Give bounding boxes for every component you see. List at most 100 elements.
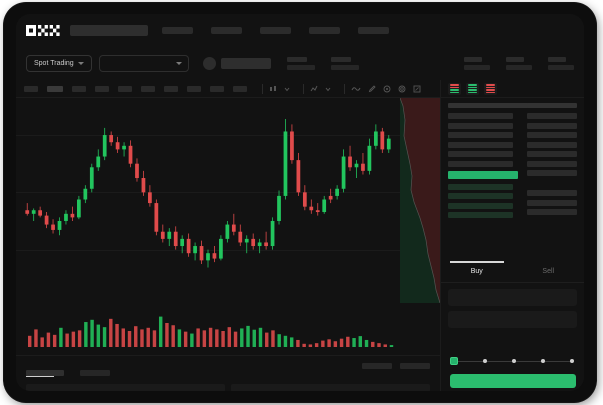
coin-avatar [202, 57, 216, 70]
nav-item-3[interactable] [260, 27, 291, 34]
pair-select-dropdown[interactable] [98, 55, 189, 72]
ticker-bar: Spot Trading [16, 47, 584, 80]
amount-field[interactable] [448, 311, 577, 328]
candlestick-series [25, 118, 391, 268]
ticker-stat-3 [464, 57, 490, 70]
app-screen: Spot Trading [16, 14, 584, 391]
orderbook-both-icon[interactable] [448, 82, 461, 95]
orderbook-bid-row[interactable] [448, 202, 513, 209]
ticker-stats-right [448, 57, 574, 70]
toolbar-divider [262, 83, 263, 94]
amount-slider[interactable] [450, 357, 576, 367]
draw-pencil-icon[interactable] [368, 84, 376, 93]
orderbook-right-row [527, 199, 577, 206]
chart-toolbar [16, 80, 440, 98]
orderbook-right-row [527, 113, 577, 119]
bottom-tab-2[interactable] [80, 370, 111, 376]
okx-logo-icon[interactable] [26, 25, 60, 36]
line-chart-icon[interactable] [351, 85, 361, 93]
orderbook-right-row [527, 190, 577, 196]
magnet-icon[interactable] [383, 85, 391, 93]
settings-gear-icon[interactable] [398, 85, 406, 93]
candlestick-type-icon[interactable] [269, 85, 277, 93]
trading-mode-label: Spot Trading [34, 60, 74, 67]
price-field[interactable] [448, 289, 577, 306]
chart-gridline [16, 192, 440, 194]
slider-stop-25[interactable] [483, 358, 487, 363]
order-book-panel: Buy Sell [440, 80, 584, 391]
slider-handle[interactable] [450, 357, 458, 365]
chart-gridline [16, 134, 440, 136]
bottom-tab-right-1[interactable] [362, 363, 392, 369]
trading-mode-dropdown[interactable]: Spot Trading [26, 55, 92, 72]
orderbook-right-row [527, 209, 577, 215]
timeframe-button-4[interactable] [95, 85, 109, 92]
bottom-tab-1[interactable] [26, 370, 64, 376]
orderbook-last-price [448, 170, 518, 179]
orderbook-ask-row[interactable] [448, 141, 513, 148]
chevron-down-icon [175, 62, 182, 65]
orderbook-right-column [527, 103, 577, 219]
orderbook-ask-row[interactable] [448, 151, 513, 157]
orderbook-rows [441, 98, 584, 218]
timeframe-button-9[interactable] [210, 85, 224, 92]
timeframe-button-5[interactable] [118, 85, 132, 92]
timeframe-button-8[interactable] [187, 85, 201, 92]
bottom-panel-2[interactable] [231, 384, 430, 391]
slider-stop-75[interactable] [541, 358, 545, 363]
order-side-tabs: Buy Sell [441, 261, 584, 283]
orderbook-bids-icon[interactable] [466, 82, 479, 95]
slider-stop-100[interactable] [570, 358, 574, 363]
ticker-stat-1 [286, 57, 315, 70]
nav-item-4[interactable] [309, 27, 340, 34]
nav-item-5[interactable] [358, 27, 389, 34]
nav-item-2[interactable] [211, 27, 242, 34]
timeframe-button-1[interactable] [24, 85, 38, 92]
timeframe-button-2[interactable] [47, 85, 63, 92]
fullscreen-icon[interactable] [413, 85, 421, 93]
orderbook-right-row [527, 170, 577, 176]
orderbook-ask-row[interactable] [448, 122, 513, 129]
depth-overlay-chart [400, 98, 440, 303]
orderbook-right-row [527, 141, 577, 148]
chart-gridline [16, 249, 440, 251]
orderbook-mode-toggles [441, 80, 584, 98]
orderbook-right-row [527, 151, 577, 157]
ticker-stat-5 [548, 57, 574, 70]
nav-item-1[interactable] [162, 27, 193, 34]
timeframe-button-6[interactable] [141, 85, 155, 92]
orderbook-bid-row[interactable] [448, 212, 513, 218]
device-bezel: Spot Trading [4, 3, 596, 402]
orderbook-ask-row[interactable] [448, 160, 513, 167]
tab-sell[interactable]: Sell [542, 268, 555, 275]
chevron-down-icon [77, 62, 84, 65]
tab-buy[interactable]: Buy [441, 261, 513, 282]
submit-buy-button[interactable] [450, 374, 576, 388]
orderbook-ask-row[interactable] [448, 132, 513, 138]
pair-name-label [220, 58, 271, 69]
orderbook-right-row [527, 160, 577, 167]
orderbook-ask-row[interactable] [448, 113, 513, 119]
orderbook-right-row [527, 132, 577, 138]
candlestick-chart[interactable] [16, 98, 440, 303]
orderbook-asks-icon[interactable] [484, 82, 497, 95]
order-entry-form [441, 283, 584, 333]
orderbook-bid-row[interactable] [448, 193, 513, 199]
timeframe-button-7[interactable] [164, 85, 178, 92]
orderbook-bid-row[interactable] [448, 183, 513, 190]
bottom-tab-bar [16, 355, 440, 391]
indicators-icon[interactable] [310, 85, 318, 93]
slider-stop-50[interactable] [512, 358, 516, 363]
toolbar-divider-2 [303, 83, 304, 94]
orderbook-header-right [527, 103, 577, 108]
orderbook-header-left [448, 103, 534, 108]
ticker-stat-4 [506, 57, 532, 70]
timeframe-button-10[interactable] [233, 85, 247, 92]
timeframe-button-3[interactable] [72, 85, 86, 92]
chevron-down-icon[interactable] [284, 86, 290, 92]
search-input[interactable] [70, 25, 148, 36]
bottom-panel-1[interactable] [26, 384, 225, 391]
chevron-down-icon-2[interactable] [325, 86, 331, 92]
bottom-tab-right-2[interactable] [400, 363, 430, 369]
top-navigation-bar [16, 14, 584, 47]
